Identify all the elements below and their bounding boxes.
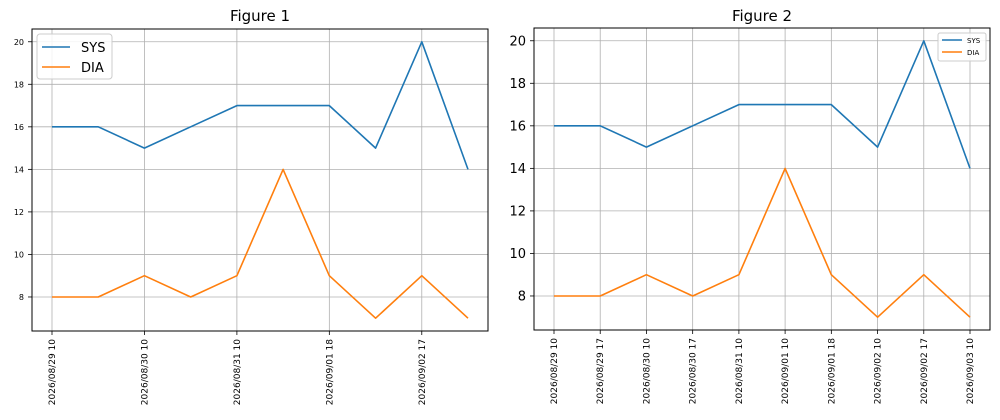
chart-2-ticks: 8 10 12 14 16 18 20 2026/08/29 10 2026/08/29 17 2…: [509, 34, 976, 404]
chart-2-legend-sys-label: SYS: [967, 37, 981, 45]
chart-1-frame: [31, 28, 489, 332]
chart-2-series: [554, 39, 971, 319]
chart-2-legend-dia-label: DIA: [967, 49, 979, 57]
chart-2-title: Figure 2: [732, 7, 792, 25]
chart-2-ytick-label: 12: [509, 204, 526, 219]
chart-1-title: Figure 1: [230, 7, 290, 25]
chart-2-ytick-label: 18: [509, 77, 526, 92]
chart-1-ytick-label: 14: [14, 165, 24, 174]
chart-2-xtick-label: 2026/08/30 10: [642, 338, 652, 404]
chart-2-ytick-label: 8: [518, 289, 526, 304]
chart-2-xtick-label: 2026/09/03 10: [966, 338, 976, 404]
chart-1-ticks: 8 10 12 14 16 18 20 2026/08/29 10 2026/08/30 10 2…: [14, 38, 428, 405]
chart-2-xtick-label: 2026/08/29 10: [550, 338, 560, 404]
chart-1-ytick-label: 12: [14, 208, 24, 217]
chart-2-xtick-label: 2026/09/01 18: [827, 338, 837, 404]
chart-1-ytick-label: 10: [14, 250, 24, 259]
chart-2-grid: [534, 28, 990, 330]
chart-figure-2: Figure 2 8 10 12 14 16 18 20 2026/08/29 10 2026/…: [509, 7, 991, 404]
chart-1-xtick-label: 2026/09/02 17: [418, 339, 428, 405]
chart-2-xtick-label: 2026/09/02 10: [874, 338, 884, 404]
chart-2-ytick-label: 10: [509, 247, 526, 262]
chart-1-legend-dia-label: DIA: [81, 61, 104, 76]
chart-1-series-dia-line: [52, 168, 469, 320]
chart-2-series-dia-line: [554, 167, 971, 319]
chart-1-ytick-label: 18: [14, 80, 24, 89]
chart-1-legend-sys-label: SYS: [81, 41, 105, 56]
chart-2-xtick-label: 2026/08/31 10: [735, 338, 745, 404]
chart-1-series-sys-line: [52, 40, 469, 170]
chart-2-ytick-label: 20: [509, 34, 526, 49]
chart-1-series: [52, 40, 469, 320]
chart-2-ytick-label: 14: [509, 162, 526, 177]
chart-1-xtick-label: 2026/08/29 10: [48, 339, 58, 405]
chart-figure-1: Figure 1 8 10 12 14 16 18 20 2026/08/29 10 2026/…: [14, 7, 489, 405]
chart-1-xtick-label: 2026/09/01 18: [325, 339, 335, 405]
chart-2-xtick-label: 2026/09/02 17: [920, 338, 930, 404]
chart-2-xtick-label: 2026/08/29 17: [596, 338, 606, 404]
chart-1-ytick-label: 20: [14, 38, 24, 47]
chart-2-series-sys-line: [554, 39, 971, 169]
chart-2-xtick-label: 2026/08/30 17: [689, 338, 699, 404]
chart-1-ytick-label: 8: [19, 293, 24, 302]
chart-1-xtick-label: 2026/08/31 10: [233, 339, 243, 405]
chart-1-xtick-label: 2026/08/30 10: [140, 339, 150, 405]
chart-2-ytick-label: 16: [509, 119, 526, 134]
chart-2-xtick-label: 2026/09/01 10: [781, 338, 791, 404]
chart-2-legend: SYS DIA: [937, 32, 987, 62]
chart-2-frame: [533, 27, 991, 331]
chart-1-ytick-label: 16: [14, 123, 24, 132]
chart-1-legend: SYS DIA: [36, 33, 113, 80]
